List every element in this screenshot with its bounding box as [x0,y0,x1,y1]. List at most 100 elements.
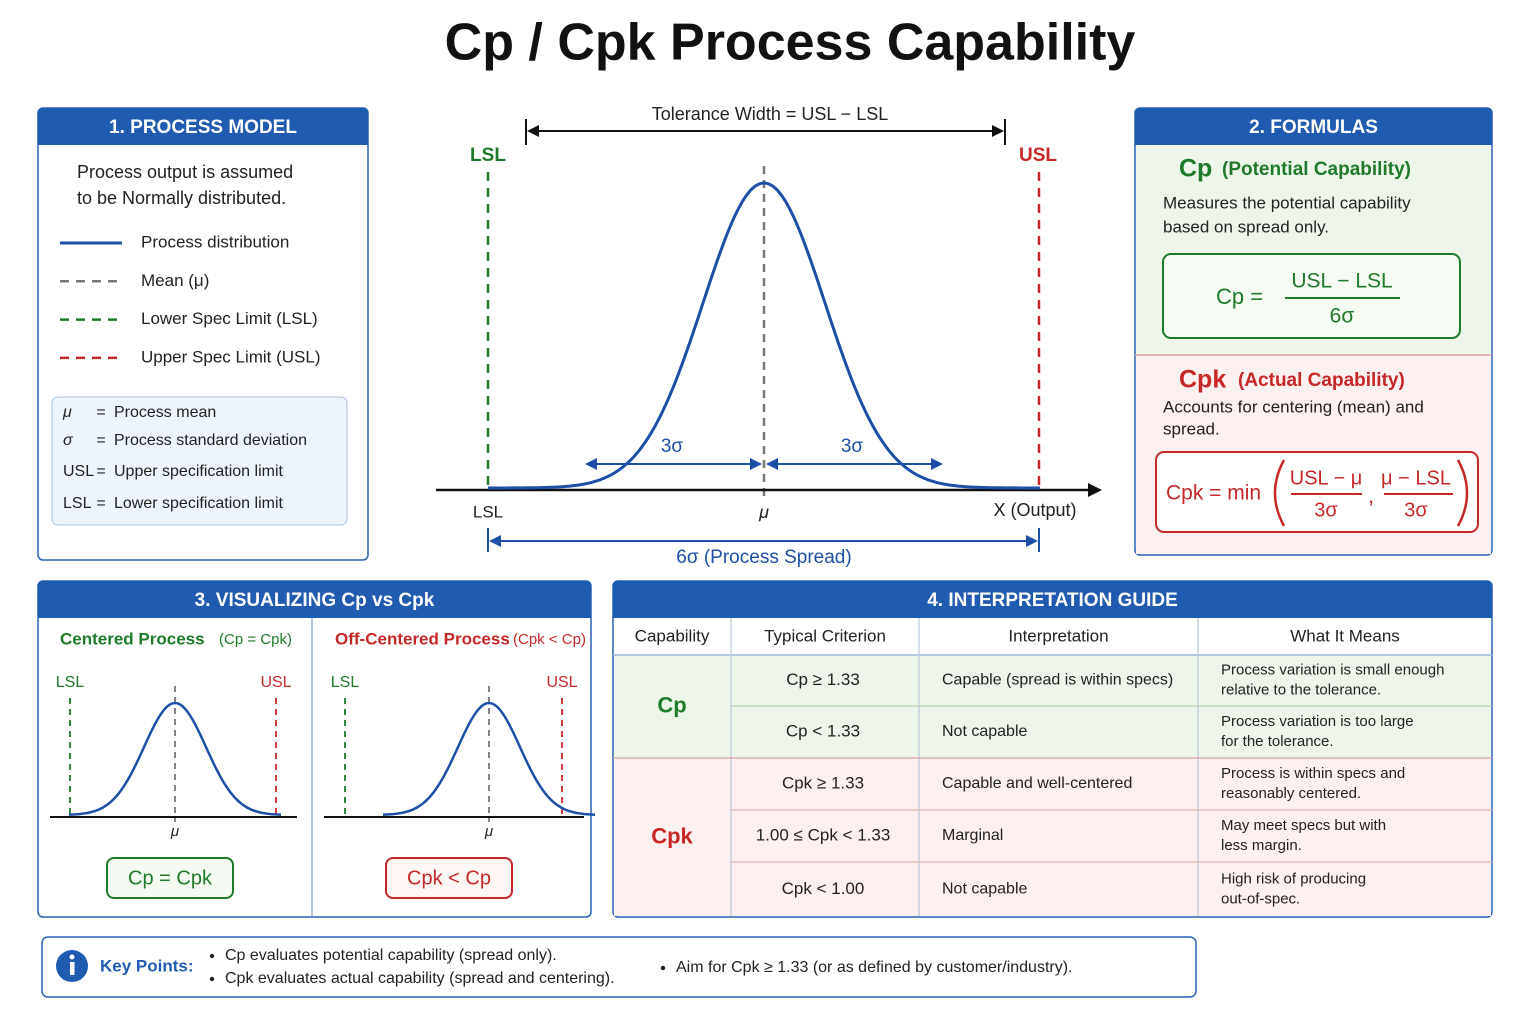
definition-text: Upper specification limit [114,463,284,480]
legend-label: Upper Spec Limit (USL) [141,347,321,366]
visual-title: Off-Centered Process [335,629,510,648]
usl-label: USL [260,674,291,691]
arrowhead [489,535,501,547]
definition-text: Process mean [114,404,216,421]
info-icon-dot [69,954,75,960]
panel-heading: 3. VISUALIZING Cp vs Cpk [195,590,435,611]
badge [385,857,513,899]
meaning: reasonably centered. [1221,785,1361,802]
distribution-curve [488,181,1040,490]
cpk-numerator: μ − LSL [1381,467,1451,489]
interpretation: Capable (spread is within specs) [942,672,1173,689]
cp-description: Measures the potential capability [1163,193,1411,212]
panel-header [38,108,368,145]
lsl-label: LSL [470,145,506,166]
visual-note: (Cpk < Cp) [513,631,586,648]
visual-note: (Cp = Cpk) [219,631,292,648]
panel-header [38,581,591,618]
mean-label: μ [484,823,493,840]
meaning: Process is within specs and [1221,765,1405,782]
cpk-description: Accounts for centering (mean) and [1163,397,1424,416]
definition-equals: = [96,432,105,449]
capability-label: Cp [657,692,686,717]
usl-label: USL [1019,145,1057,166]
tolerance-label: Tolerance Width = USL − LSL [652,104,888,124]
cp-formula-lhs: Cp = [1216,284,1263,309]
criterion: Cpk < 1.00 [782,879,865,898]
cp-formula-box [1162,253,1461,339]
axis-mean-label: μ [758,502,769,522]
panel-heading: 2. FORMULAS [1249,117,1378,138]
criterion: 1.00 ≤ Cpk < 1.33 [756,825,891,844]
criterion: Cpk ≥ 1.33 [782,773,864,792]
capability-label: Cpk [651,823,693,848]
interpretation: Marginal [942,827,1003,844]
bullet [660,965,666,971]
key-point: Cp evaluates potential capability (sprea… [225,947,557,964]
definition-symbol: σ [63,432,74,449]
arrowhead [527,125,539,137]
panel-header [1135,108,1492,145]
interpretation: Not capable [942,881,1027,898]
cp-name: Cp [1179,155,1212,183]
interpretation: Not capable [942,723,1027,740]
axis-lsl-label: LSL [473,502,503,521]
cpk-numerator: USL − μ [1290,467,1362,489]
cp-denominator: 6σ [1330,305,1355,328]
definition-symbol: USL [63,463,94,480]
badge [106,857,234,899]
meaning: High risk of producing [1221,870,1366,887]
definition-equals: = [96,495,105,512]
cp-subtitle: (Potential Capability) [1222,159,1411,180]
meaning: May meet specs but with [1221,817,1386,834]
meaning: Process variation is small enough [1221,661,1444,678]
key-point: Aim for Cpk ≥ 1.33 (or as defined by cus… [676,959,1073,976]
meaning: out-of-spec. [1221,890,1300,907]
cpk-group-fill [614,758,1491,916]
definition-equals: = [96,404,105,421]
sigma-label: 3σ [661,436,684,457]
legend-label: Lower Spec Limit (LSL) [141,309,318,328]
criterion: Cp < 1.33 [786,721,860,740]
criterion: Cp ≥ 1.33 [786,670,860,689]
mean-label: μ [170,823,179,840]
arrowhead [1026,535,1038,547]
cp-description: based on spread only. [1163,217,1329,236]
badge-text: Cp = Cpk [128,867,213,889]
arrowhead [585,458,597,470]
panel-header [613,581,1492,618]
interpretation: Capable and well-centered [942,775,1132,792]
arrowhead [1088,483,1102,497]
key-points-box [41,936,1197,998]
intro-text: Process output is assumed [77,162,293,182]
cp-numerator: USL − LSL [1291,270,1392,293]
paren [1456,459,1469,527]
visual-title: Centered Process [60,629,205,648]
x-axis-label: X (Output) [993,500,1076,520]
bullet [209,953,215,959]
legend-label: Mean (μ) [141,271,209,290]
cpk-description: spread. [1163,419,1220,438]
key-points-label: Key Points: [100,956,194,975]
arrowhead [992,125,1004,137]
arrowhead [931,458,943,470]
spread-label: 6σ (Process Spread) [676,547,851,568]
arrowhead [766,458,778,470]
panel-heading: 4. INTERPRETATION GUIDE [927,590,1178,611]
distribution-curve [68,701,282,816]
definition-text: Process standard deviation [114,432,307,449]
cpk-separator: , [1368,483,1374,508]
cpk-denominator: 3σ [1404,499,1428,521]
arrowhead [750,458,762,470]
page-title: Cp / Cpk Process Capability [445,14,1136,72]
panel-heading: 1. PROCESS MODEL [109,117,297,138]
cpk-subtitle: (Actual Capability) [1238,370,1405,391]
definition-symbol: μ [62,404,72,421]
column-header: What It Means [1290,626,1400,645]
definitions-box [51,396,348,526]
paren [1273,459,1286,527]
cpk-formula-box [1155,451,1479,533]
usl-label: USL [546,674,577,691]
